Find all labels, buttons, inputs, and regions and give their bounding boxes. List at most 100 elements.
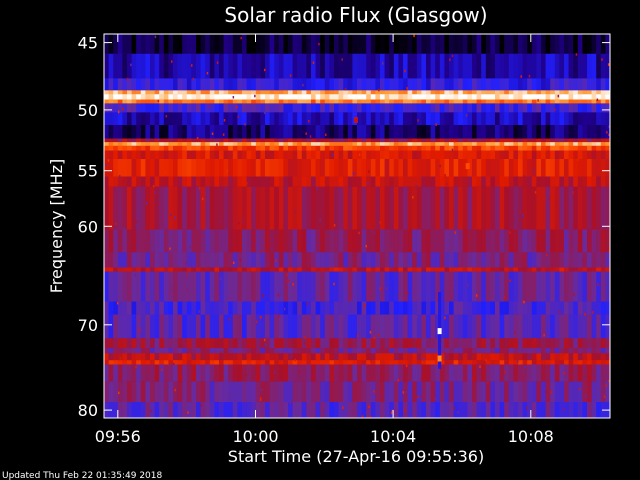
heat-cell	[508, 138, 514, 143]
heat-cell	[278, 252, 284, 268]
heat-cell	[453, 360, 459, 365]
heat-cell	[237, 138, 243, 143]
heat-cell	[127, 145, 132, 151]
heat-cell	[412, 267, 418, 272]
heat-cell	[163, 138, 169, 143]
speckle	[261, 294, 264, 297]
heat-cell	[315, 402, 321, 418]
heat-cell	[306, 159, 312, 177]
heat-cell	[573, 145, 579, 151]
heat-cell	[596, 381, 602, 403]
speckle	[504, 371, 506, 374]
heat-cell	[550, 229, 556, 253]
heat-cell	[288, 145, 293, 151]
bright-spot	[437, 355, 442, 362]
speckle	[226, 297, 229, 300]
heat-cell	[568, 229, 574, 253]
heat-cell	[573, 142, 579, 146]
heat-cell	[104, 360, 109, 365]
heat-cell	[366, 267, 372, 272]
heat-cell	[127, 94, 132, 100]
heat-cell	[495, 186, 500, 230]
heat-cell	[278, 145, 284, 151]
speckle	[449, 58, 451, 61]
heat-cell	[568, 176, 574, 187]
heat-cell	[605, 229, 610, 253]
heat-cell	[370, 94, 376, 100]
heat-cell	[324, 53, 330, 79]
heat-cell	[186, 90, 192, 95]
heat-cell	[191, 53, 197, 79]
heat-cell	[292, 338, 298, 349]
heat-cell	[384, 150, 390, 160]
heat-cell	[232, 314, 238, 339]
speckle	[333, 282, 335, 286]
heat-cell	[104, 186, 109, 230]
heat-cell	[269, 145, 275, 151]
heat-cell	[297, 314, 303, 339]
heat-cell	[458, 314, 464, 339]
heat-cell	[347, 99, 353, 104]
heat-cell	[352, 364, 358, 382]
heat-cell	[499, 94, 505, 100]
heat-cell	[228, 381, 234, 403]
heat-cell	[122, 338, 128, 349]
heat-cell	[265, 176, 270, 187]
heat-cell	[513, 176, 519, 187]
heat-cell	[159, 142, 165, 146]
heat-cell	[550, 150, 556, 160]
heat-cell	[288, 94, 293, 100]
speckle	[170, 213, 172, 217]
heat-cell	[577, 381, 583, 403]
heat-cell	[260, 229, 266, 253]
heat-cell	[242, 34, 247, 54]
heat-cell	[145, 78, 151, 91]
heat-cell	[136, 353, 142, 361]
heat-cell	[329, 271, 335, 302]
speckle	[543, 333, 545, 337]
heat-cell	[159, 99, 165, 104]
heat-cell	[545, 99, 551, 104]
heat-cell	[522, 53, 528, 79]
heat-cell	[573, 34, 579, 54]
heat-cell	[278, 338, 284, 349]
heat-cell	[338, 103, 344, 113]
heat-cell	[242, 145, 247, 151]
heat-cell	[292, 99, 298, 104]
heat-cell	[439, 252, 445, 268]
heat-cell	[518, 186, 523, 230]
heat-cell	[288, 125, 293, 139]
heat-cell	[430, 99, 436, 104]
heat-cell	[426, 138, 431, 143]
heat-cell	[306, 229, 312, 253]
frequency-band	[104, 186, 610, 230]
heat-cell	[518, 252, 523, 268]
heat-cell	[251, 145, 257, 151]
speckle	[467, 284, 469, 287]
heat-cell	[196, 103, 201, 113]
heat-cell	[536, 353, 542, 361]
heat-cell	[320, 229, 326, 253]
heat-cell	[343, 78, 349, 91]
heat-cell	[495, 353, 500, 361]
heat-cell	[426, 78, 431, 91]
heat-cell	[582, 348, 588, 354]
heat-cell	[274, 142, 280, 146]
heat-cell	[444, 138, 450, 143]
heat-cell	[416, 53, 422, 79]
heat-cell	[311, 99, 316, 104]
heat-cell	[582, 94, 588, 100]
heat-cell	[182, 125, 188, 139]
heat-cell	[306, 94, 312, 100]
heat-cell	[504, 252, 510, 268]
heat-cell	[591, 150, 597, 160]
heat-cell	[255, 186, 261, 230]
heat-cell	[596, 142, 602, 146]
heat-cell	[458, 176, 464, 187]
heat-cell	[531, 78, 537, 91]
heat-cell	[352, 176, 358, 187]
heat-cell	[131, 360, 137, 365]
heat-cell	[343, 338, 349, 349]
heat-cell	[605, 314, 610, 339]
heat-cell	[177, 150, 183, 160]
